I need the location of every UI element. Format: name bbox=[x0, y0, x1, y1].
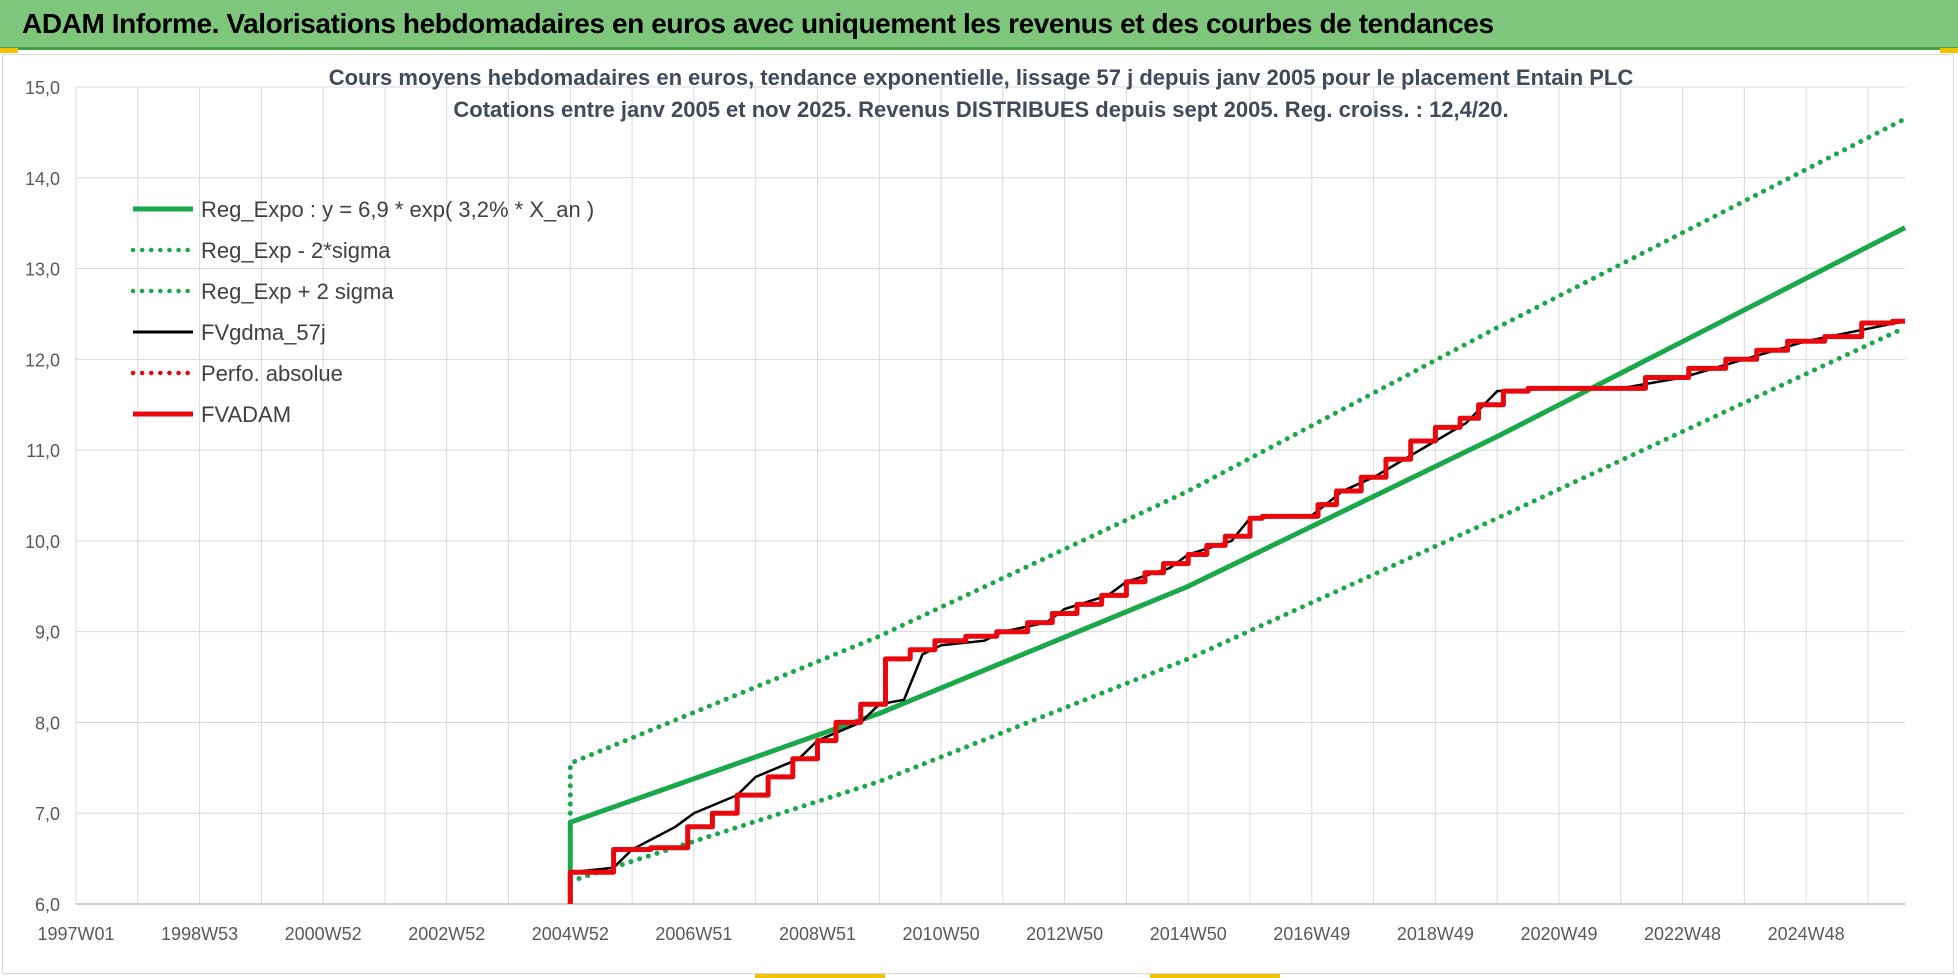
y-tick-label: 15,0 bbox=[25, 78, 60, 98]
accent-corner-right bbox=[1940, 48, 1958, 53]
x-tick-label: 2022W48 bbox=[1644, 924, 1721, 944]
series-line-0 bbox=[567, 225, 1907, 904]
series-line-1 bbox=[567, 325, 1908, 884]
series-layer bbox=[567, 116, 1908, 904]
legend-label: FVADAM bbox=[201, 402, 291, 427]
y-tick-label: 7,0 bbox=[35, 804, 60, 824]
legend-label: Reg_Exp + 2 sigma bbox=[201, 279, 394, 304]
y-tick-label: 9,0 bbox=[35, 623, 60, 643]
axis-layer: 6,0 7,0 8,0 9,0 10,0 11,0 12,0 13,0 14,0 15,0 1997… bbox=[25, 78, 1905, 944]
x-tick-label: 2012W50 bbox=[1026, 924, 1103, 944]
x-tick-label: 2008W51 bbox=[779, 924, 856, 944]
legend-label: Reg_Expo : y = 6,9 * exp( 3,2% * X_an ) bbox=[201, 197, 594, 222]
y-tick-label: 11,0 bbox=[26, 441, 60, 461]
page-banner: ADAM Informe. Valorisations hebdomadaire… bbox=[0, 0, 1958, 50]
x-tick-label: 2004W52 bbox=[532, 924, 609, 944]
x-tick-label: 2002W52 bbox=[408, 924, 485, 944]
y-tick-label: 10,0 bbox=[25, 532, 60, 552]
x-tick-label: 2016W49 bbox=[1273, 924, 1350, 944]
chart-frame: 6,0 7,0 8,0 9,0 10,0 11,0 12,0 13,0 14,0 15,0 1997… bbox=[2, 54, 1954, 974]
x-tick-label: 1998W53 bbox=[161, 924, 238, 944]
legend-label: FVgdma_57j bbox=[201, 320, 326, 345]
y-tick-label: 12,0 bbox=[25, 350, 60, 370]
grid-layer bbox=[75, 86, 1905, 905]
y-tick-label: 13,0 bbox=[25, 260, 60, 280]
series-line-5 bbox=[567, 318, 1905, 904]
x-tick-label: 2018W49 bbox=[1397, 924, 1474, 944]
y-tick-label: 14,0 bbox=[25, 169, 60, 189]
accent-bottom-2 bbox=[1150, 974, 1280, 978]
banner-title: ADAM Informe. Valorisations hebdomadaire… bbox=[22, 8, 1494, 39]
x-tick-label: 2006W51 bbox=[655, 924, 732, 944]
legend-label: Reg_Exp - 2*sigma bbox=[201, 238, 391, 263]
x-tick-label: 2020W49 bbox=[1520, 924, 1597, 944]
accent-corner-left bbox=[0, 48, 18, 53]
x-tick-label: 2010W50 bbox=[903, 924, 980, 944]
accent-bottom-1 bbox=[755, 974, 885, 978]
chart-title-line1: Cours moyens hebdomadaires en euros, ten… bbox=[329, 65, 1634, 90]
x-tick-label: 2000W52 bbox=[285, 924, 362, 944]
legend-label: Perfo. absolue bbox=[201, 361, 343, 386]
x-tick-label: 1997W01 bbox=[37, 924, 114, 944]
y-tick-label: 6,0 bbox=[35, 895, 60, 915]
chart-svg: 6,0 7,0 8,0 9,0 10,0 11,0 12,0 13,0 14,0 15,0 1997… bbox=[25, 65, 1908, 944]
legend: Reg_Expo : y = 6,9 * exp( 3,2% * X_an ) R… bbox=[130, 197, 594, 427]
y-tick-label: 8,0 bbox=[35, 713, 60, 733]
chart-title-line2: Cotations entre janv 2005 et nov 2025. R… bbox=[453, 97, 1508, 122]
series-line-2 bbox=[567, 116, 1908, 825]
x-tick-label: 2024W48 bbox=[1768, 924, 1845, 944]
x-tick-label: 2014W50 bbox=[1150, 924, 1227, 944]
